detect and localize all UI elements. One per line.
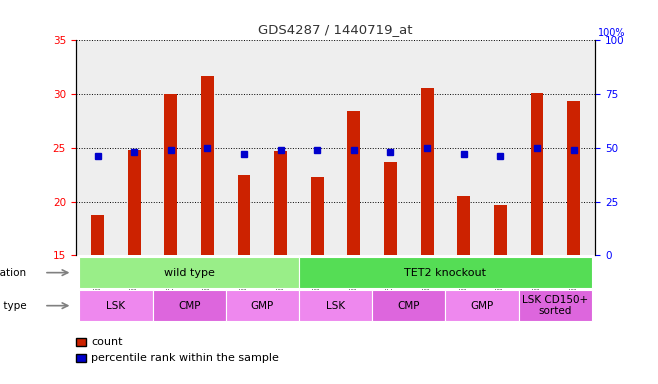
Text: GMP: GMP: [251, 301, 274, 311]
Bar: [201, 76, 214, 255]
Bar: [128, 150, 141, 255]
Bar: [494, 205, 507, 255]
Text: TET2 knockout: TET2 knockout: [405, 268, 486, 278]
Text: GMP: GMP: [470, 301, 494, 311]
Text: wild type: wild type: [164, 268, 215, 278]
Text: genotype/variation: genotype/variation: [0, 268, 26, 278]
Text: percentile rank within the sample: percentile rank within the sample: [91, 353, 280, 363]
Bar: [347, 111, 361, 255]
Bar: [274, 151, 287, 255]
Bar: [420, 88, 434, 255]
Text: count: count: [91, 337, 123, 347]
Bar: [311, 177, 324, 255]
Bar: [384, 162, 397, 255]
Text: LSK: LSK: [326, 301, 345, 311]
Text: CMP: CMP: [397, 301, 420, 311]
Text: LSK: LSK: [107, 301, 126, 311]
Text: LSK CD150+
sorted: LSK CD150+ sorted: [522, 295, 588, 316]
Text: 100%: 100%: [598, 28, 626, 38]
Bar: [457, 196, 470, 255]
Bar: [238, 175, 251, 255]
Bar: [164, 94, 177, 255]
Text: cell type: cell type: [0, 301, 26, 311]
Text: CMP: CMP: [178, 301, 201, 311]
Bar: [530, 93, 544, 255]
Bar: [567, 101, 580, 255]
Bar: [91, 215, 104, 255]
Title: GDS4287 / 1440719_at: GDS4287 / 1440719_at: [259, 23, 413, 36]
